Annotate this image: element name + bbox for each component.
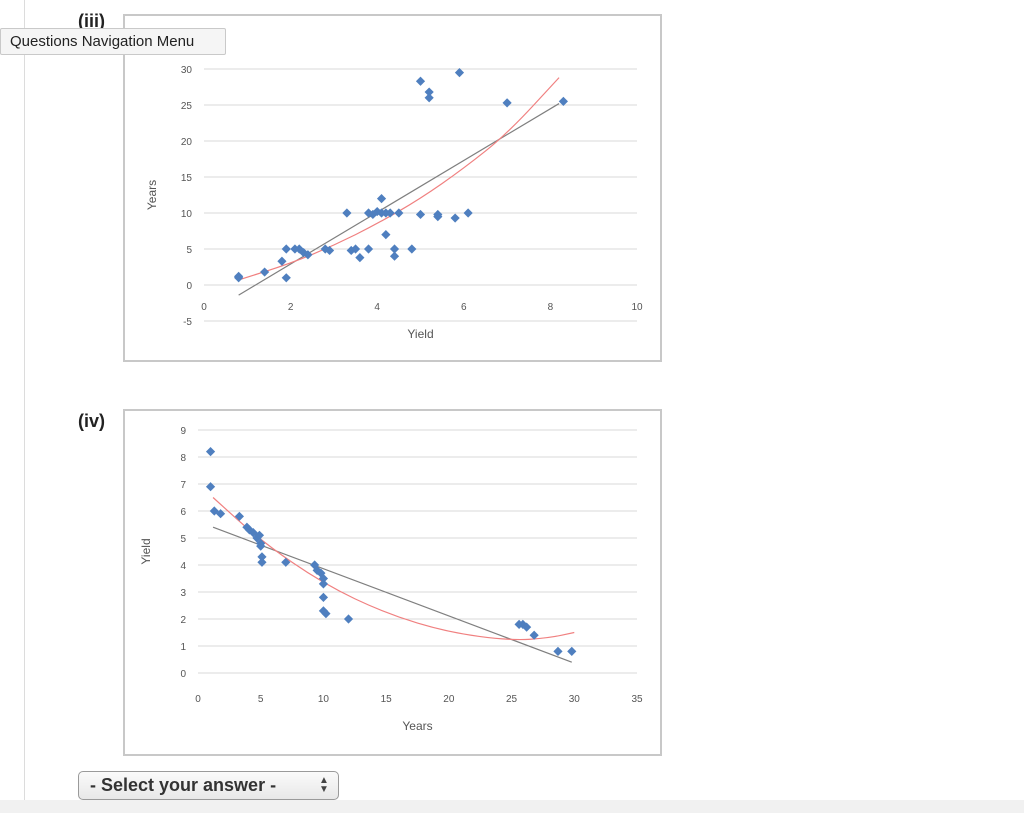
data-point xyxy=(529,630,539,640)
part-label-iv: (iv) xyxy=(78,411,105,431)
data-point xyxy=(372,206,382,217)
data-point xyxy=(281,557,291,567)
y-tick-label: -5 xyxy=(183,317,192,328)
chart-iii: -5 0 5 10 15 20 25 30 0 2 4 6 8 10 Yield Years xyxy=(145,65,643,341)
up-down-chevrons-icon: ▲ ▼ xyxy=(319,775,329,795)
data-point xyxy=(394,208,404,218)
x-tick-label: 0 xyxy=(201,302,207,313)
data-point xyxy=(389,244,400,254)
y-tick-label: 5 xyxy=(180,534,186,545)
data-point xyxy=(415,76,426,86)
data-point xyxy=(355,253,365,263)
data-point xyxy=(350,244,361,254)
chart-iii-frame: -5 0 5 10 15 20 25 30 0 2 4 6 8 10 Yield Years xyxy=(123,14,662,362)
data-point xyxy=(385,208,395,218)
x-tick-label: 2 xyxy=(288,302,294,313)
data-point xyxy=(260,267,270,277)
data-point xyxy=(281,273,291,283)
left-border-line xyxy=(24,0,25,813)
y-tick-label: 5 xyxy=(186,245,192,256)
part-label-iii: (iii) xyxy=(78,11,105,31)
data-point xyxy=(277,256,287,266)
x-axis-title: Years xyxy=(402,719,432,733)
polynomial-trendline xyxy=(238,77,560,281)
data-point xyxy=(342,208,352,218)
data-point xyxy=(424,87,434,97)
x-tick-label: 30 xyxy=(569,694,581,705)
y-tick-label: 25 xyxy=(181,101,193,112)
x-tick-label: 35 xyxy=(631,694,643,705)
answer-select-value: - Select your answer - xyxy=(90,775,277,795)
y-tick-label: 30 xyxy=(181,65,193,76)
x-axis-title: Yield xyxy=(407,327,433,341)
x-tick-label: 20 xyxy=(443,694,455,705)
x-tick-label: 4 xyxy=(374,302,380,313)
data-point xyxy=(567,646,577,656)
questions-navigation-tooltip[interactable]: Questions Navigation Menu xyxy=(0,28,226,55)
y-tick-label: 20 xyxy=(181,137,193,148)
data-point xyxy=(205,447,216,457)
x-tick-label: 0 xyxy=(195,694,201,705)
data-point xyxy=(454,68,465,78)
y-tick-label: 6 xyxy=(180,507,186,518)
y-tick-label: 7 xyxy=(180,480,186,491)
data-point xyxy=(558,96,568,106)
data-point xyxy=(463,208,473,218)
chart-iv-frame: 0 1 2 3 4 5 6 7 8 9 0 5 10 15 20 25 30 35 Years Yield xyxy=(123,409,662,756)
data-point xyxy=(502,98,512,108)
data-point xyxy=(389,251,400,261)
x-tick-label: 6 xyxy=(461,302,467,313)
data-point xyxy=(320,244,330,254)
x-tick-label: 10 xyxy=(631,302,643,313)
y-tick-label: 2 xyxy=(180,615,186,626)
y-tick-label: 10 xyxy=(181,209,193,220)
y-tick-label: 15 xyxy=(181,173,193,184)
data-point xyxy=(215,509,226,519)
data-point xyxy=(433,209,443,220)
y-axis-title: Years xyxy=(145,180,159,210)
data-point xyxy=(324,245,335,256)
data-point xyxy=(415,209,426,220)
data-point xyxy=(522,622,532,632)
y-tick-label: 3 xyxy=(180,588,186,599)
data-point xyxy=(381,230,391,240)
footer-band xyxy=(0,800,1024,813)
answer-select[interactable]: - Select your answer - ▲ ▼ xyxy=(78,771,339,800)
data-point xyxy=(281,244,291,254)
data-point xyxy=(376,194,387,204)
x-tick-label: 8 xyxy=(548,302,554,313)
data-point xyxy=(205,482,216,492)
x-tick-label: 5 xyxy=(258,694,264,705)
data-point xyxy=(363,244,374,254)
y-axis-title: Yield xyxy=(139,538,153,564)
x-tick-label: 25 xyxy=(506,694,518,705)
y-tick-label: 4 xyxy=(180,561,186,572)
y-tick-label: 1 xyxy=(180,642,186,653)
y-tick-label: 0 xyxy=(186,281,192,292)
data-point xyxy=(368,209,378,220)
linear-trendline xyxy=(238,103,560,296)
x-tick-label: 10 xyxy=(318,694,330,705)
y-tick-label: 9 xyxy=(180,426,186,437)
linear-trendline xyxy=(212,526,572,663)
data-point xyxy=(318,592,329,602)
x-tick-label: 15 xyxy=(381,694,393,705)
data-point xyxy=(424,93,434,103)
data-point xyxy=(234,271,244,281)
data-point xyxy=(234,511,244,521)
data-point xyxy=(407,244,417,254)
data-point xyxy=(343,614,354,624)
data-point xyxy=(553,646,563,656)
y-tick-label: 0 xyxy=(180,669,186,680)
polynomial-trendline xyxy=(212,497,575,641)
y-tick-label: 8 xyxy=(180,453,186,464)
chart-iv: 0 1 2 3 4 5 6 7 8 9 0 5 10 15 20 25 30 35 Years Yield xyxy=(139,426,643,733)
data-point xyxy=(450,213,460,223)
data-point xyxy=(257,557,267,567)
